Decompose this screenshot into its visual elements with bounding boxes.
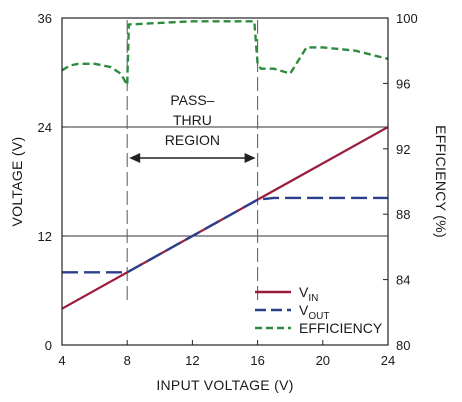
y-left-tick-label: 12 (38, 229, 52, 244)
y-axis-left-title: VOLTAGE (V) (9, 137, 25, 227)
x-tick-label: 8 (124, 353, 131, 368)
y-left-tick-label: 0 (45, 338, 52, 353)
y-right-tick-label: 100 (396, 11, 418, 26)
annotation-arrowhead-right (244, 153, 256, 163)
annotation-line: PASS– (170, 92, 214, 108)
annotation-arrowhead-left (129, 153, 141, 163)
plot-frame (61, 17, 389, 346)
y-axis-right-title: EFFICIENCY (%) (433, 125, 449, 238)
x-tick-label: 24 (381, 353, 395, 368)
series-line-efficiency (61, 20, 389, 87)
legend-label: VIN (299, 284, 318, 304)
x-tick-label: 4 (58, 353, 65, 368)
y-right-tick-label: 88 (396, 207, 410, 222)
annotation-line: REGION (165, 132, 220, 148)
x-tick-label: 12 (185, 353, 199, 368)
annotation-line: THRU (173, 112, 212, 128)
y-right-tick-label: 92 (396, 142, 410, 157)
passthru-annotation: PASS– THRU REGION (129, 92, 256, 163)
x-tick-label: 20 (316, 353, 330, 368)
y-left-tick-label: 36 (38, 11, 52, 26)
series-group (61, 20, 389, 310)
y-right-tick-label: 80 (396, 338, 410, 353)
legend-label: VOUT (299, 302, 329, 322)
y-left-tick-label: 24 (38, 120, 52, 135)
tick-labels: 4 8 12 16 20 24 0 12 24 36 80 84 88 92 96 100 (38, 11, 418, 368)
y-right-tick-label: 96 (396, 76, 410, 91)
legend-label: EFFICIENCY (299, 320, 383, 336)
gridlines (62, 126, 388, 237)
x-tick-label: 16 (250, 353, 264, 368)
series-line-vout (62, 196, 388, 274)
y-right-tick-label: 84 (396, 273, 410, 288)
x-axis-title: INPUT VOLTAGE (V) (156, 377, 293, 393)
